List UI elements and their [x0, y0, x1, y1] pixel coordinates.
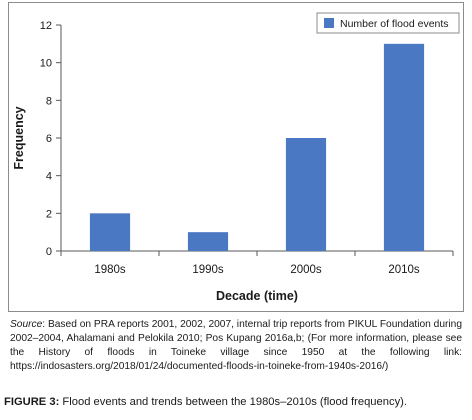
- x-tick-label: 2010s: [388, 264, 420, 276]
- caption-text: Flood events and trends between the 1980…: [59, 396, 407, 408]
- bar-1990s: [187, 232, 229, 251]
- bar-1980s: [89, 213, 131, 251]
- x-tick-label: 1980s: [94, 264, 126, 276]
- y-tick-label: 8: [46, 95, 52, 107]
- source-label: Source: [10, 319, 43, 330]
- y-tick-label: 0: [46, 246, 52, 258]
- chart-frame: 0 2 4 6 8 10 12 1980s 1990s 2000s 2010s Decade (tim…: [8, 2, 464, 312]
- bar-chart: 0 2 4 6 8 10 12 1980s 1990s 2000s 2010s Decade (tim…: [12, 12, 460, 303]
- caption-lead: FIGURE 3:: [4, 396, 60, 408]
- y-tick-label: 6: [46, 133, 52, 145]
- y-tick-label: 12: [40, 20, 52, 32]
- x-tick-label: 2000s: [290, 264, 322, 276]
- legend-box: [316, 12, 460, 34]
- source-note: Source: Based on PRA reports 2001, 2002,…: [10, 318, 462, 374]
- y-tick-label: 2: [46, 208, 52, 220]
- bar-2000s: [285, 138, 327, 251]
- y-tick-label: 4: [46, 171, 52, 183]
- x-axis-title: Decade (time): [216, 289, 298, 303]
- x-tick-label: 1990s: [192, 264, 224, 276]
- source-text: : Based on PRA reports 2001, 2002, 2007,…: [10, 319, 462, 372]
- bar-2010s: [383, 43, 425, 252]
- figure-caption: FIGURE 3: Flood events and trends betwee…: [4, 395, 472, 410]
- legend-swatch: [324, 18, 334, 28]
- y-axis-title: Frequency: [12, 106, 26, 169]
- legend-label: Number of flood events: [340, 18, 449, 30]
- y-tick-label: 10: [40, 58, 52, 70]
